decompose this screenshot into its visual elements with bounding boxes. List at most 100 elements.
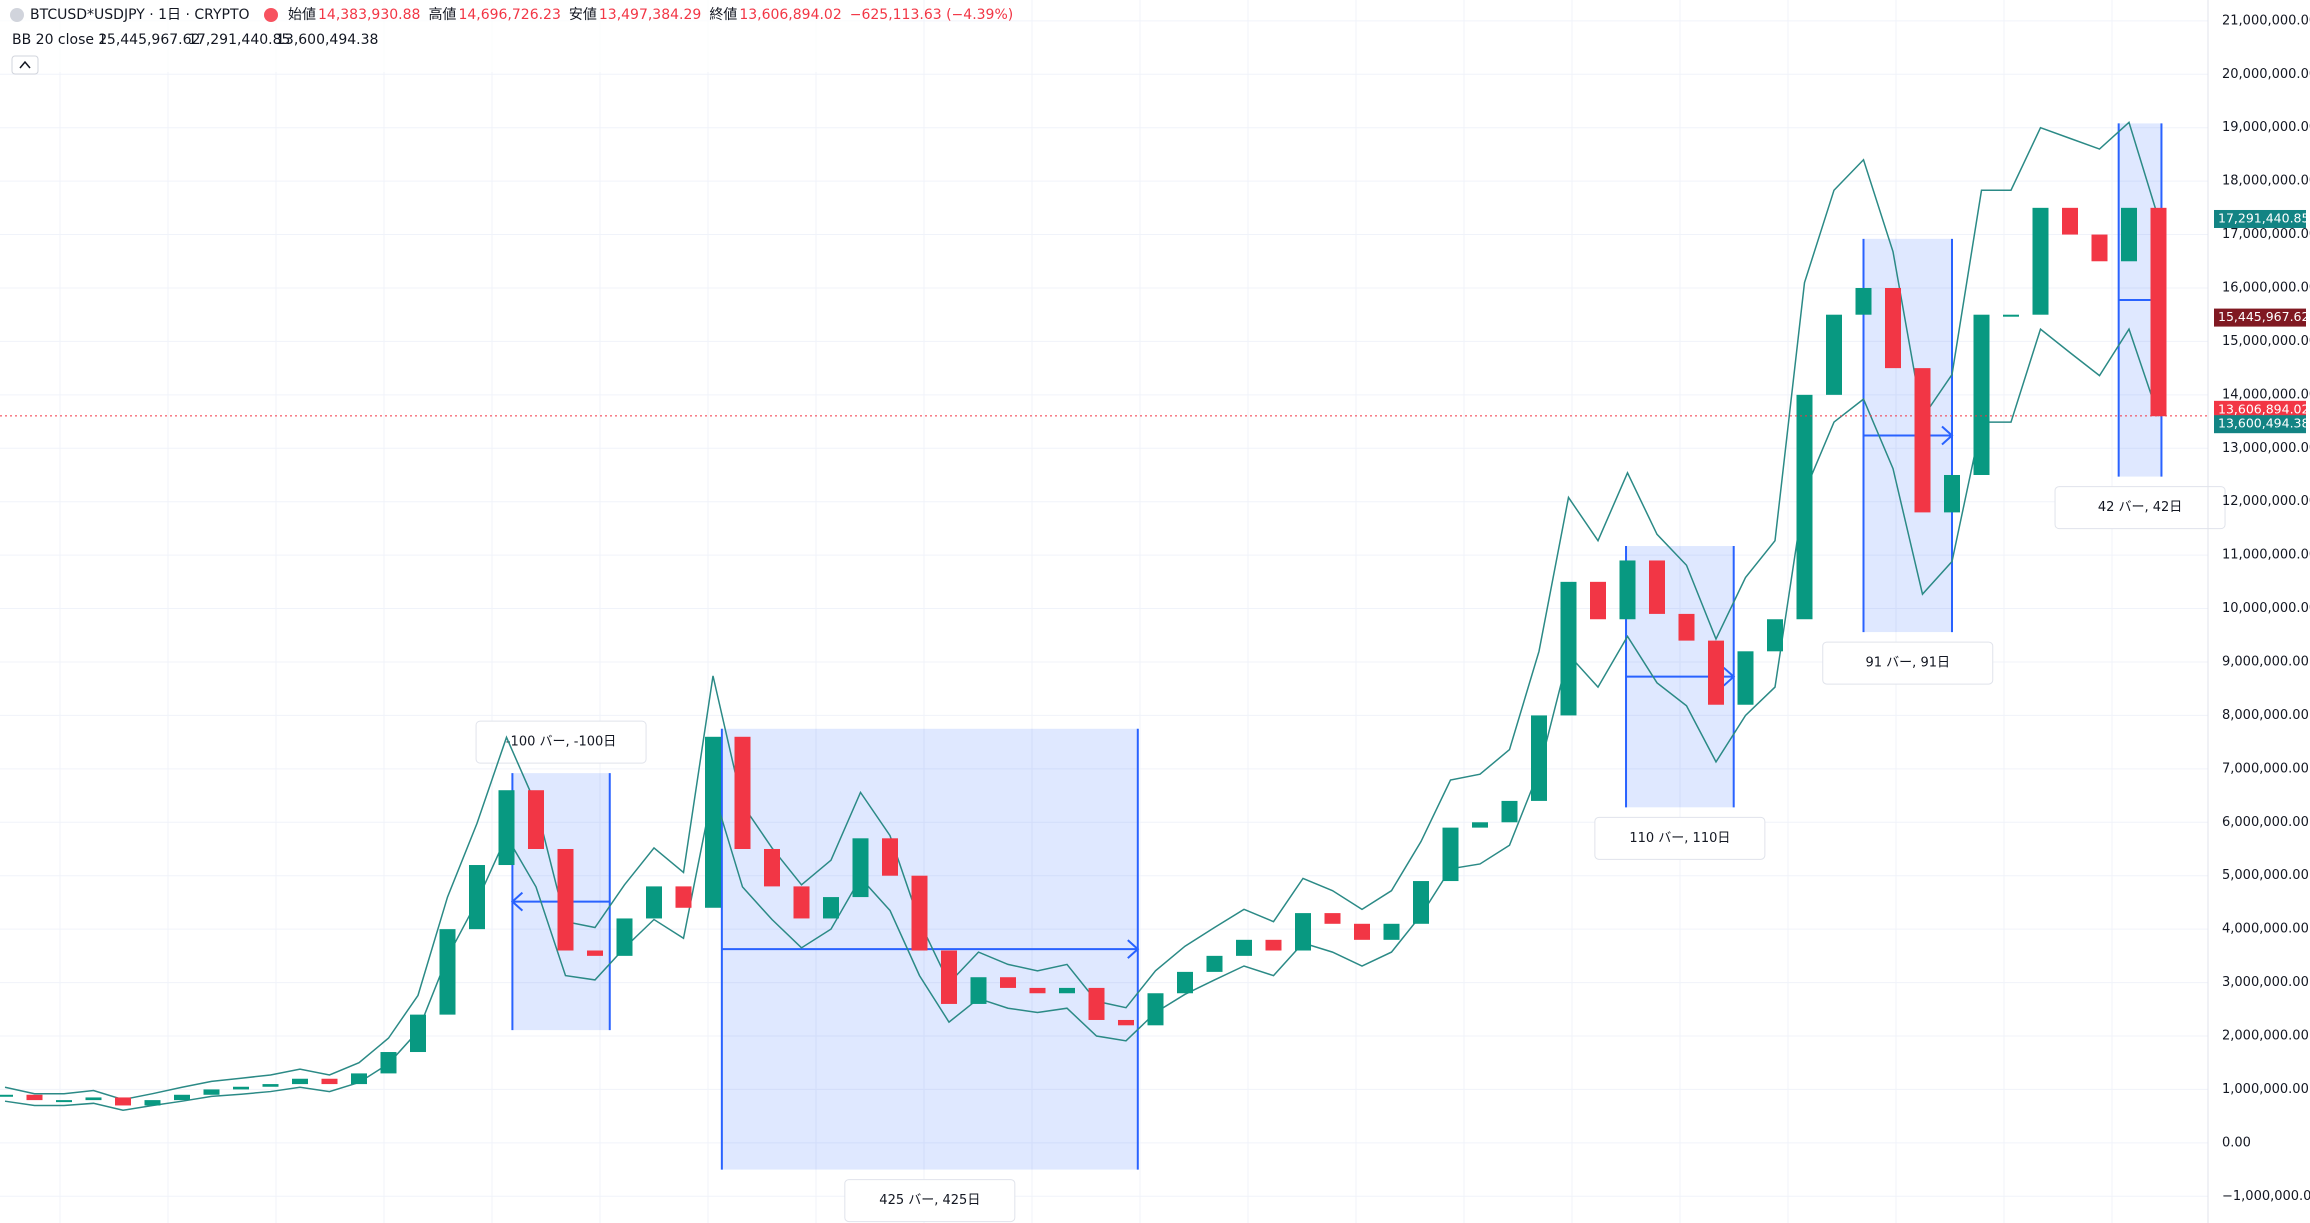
indicator-lower: 13,600,494.38	[276, 32, 378, 48]
candle	[1531, 715, 1547, 801]
collapse-button[interactable]	[11, 55, 39, 75]
range-label-box	[1822, 641, 1994, 685]
price-badge-label: 13,606,894.02	[2218, 401, 2309, 416]
y-tick-label: 4,000,000.00	[2222, 922, 2309, 937]
y-tick-label: 5,000,000.00	[2222, 868, 2309, 883]
candle	[1206, 955, 1223, 972]
y-tick-label: 19,000,000.00	[2222, 120, 2310, 135]
candle	[1590, 581, 1606, 620]
plot: -100 バー, -100日 425 バー, 425日 110 バー, 110日 91…	[0, 121, 2226, 1223]
candle	[587, 950, 603, 956]
range-label-box	[475, 720, 647, 764]
ohlc-name: 始値	[288, 7, 316, 23]
ohlc-value: 14,696,726.23	[458, 7, 560, 23]
candle	[1088, 987, 1105, 1020]
candle	[410, 1014, 426, 1053]
indicator-name: BB 20 close 2	[12, 32, 107, 48]
candle	[1029, 987, 1046, 994]
y-tick-label: 18,000,000.00	[2222, 174, 2310, 189]
candle	[852, 838, 869, 898]
candle	[262, 1084, 279, 1087]
range-label: 425 バー, 425日	[879, 1193, 980, 1208]
collapse-button-frame[interactable]	[11, 55, 39, 75]
candle	[26, 1094, 43, 1101]
candle	[0, 1094, 13, 1097]
y-tick-label: 6,000,000.00	[2222, 815, 2309, 830]
candle	[1649, 560, 1665, 614]
candle	[2091, 234, 2108, 262]
candle	[351, 1073, 367, 1085]
candle	[498, 790, 515, 866]
candle	[292, 1078, 308, 1085]
candle	[646, 886, 662, 919]
y-tick-label: 21,000,000.00	[2222, 13, 2310, 28]
price-badge	[2214, 308, 2306, 327]
candle	[1678, 613, 1695, 641]
price-badge	[2214, 415, 2306, 434]
y-tick-label: 13,000,000.00	[2222, 441, 2310, 456]
ohlc-name: 高値	[428, 6, 456, 23]
candle	[1442, 827, 1459, 882]
candle	[1265, 939, 1282, 951]
candle	[941, 950, 957, 1004]
y-tick-label: 20,000,000.00	[2222, 67, 2310, 82]
y-tick-label: 2,000,000.00	[2222, 1028, 2309, 1043]
candle	[911, 875, 928, 951]
candle	[1737, 651, 1754, 705]
price-badge	[2214, 400, 2306, 419]
range-label-box	[844, 1179, 1016, 1223]
range-label-box	[1594, 816, 1766, 860]
ohlc-name: 終値	[709, 7, 737, 23]
candle	[2150, 207, 2167, 417]
y-tick-label: 7,000,000.00	[2222, 761, 2309, 776]
candle	[2032, 207, 2049, 315]
candle	[1118, 1019, 1134, 1026]
y-tick-label: 1,000,000.00	[2222, 1082, 2309, 1097]
candle	[203, 1089, 220, 1095]
header-backdrop	[0, 0, 900, 72]
legend-header: BTCUSD*USDJPY · 1日 · CRYPTO 始値 14,383,930…	[0, 0, 1013, 75]
indicator-upper: 17,291,440.85	[188, 32, 290, 48]
price-badge-label: 17,291,440.85	[2218, 210, 2309, 225]
candle	[1059, 987, 1075, 994]
candle	[1885, 287, 1901, 369]
y-tick-label: 9,000,000.00	[2222, 654, 2309, 669]
candle	[1147, 993, 1164, 1026]
candle	[233, 1086, 249, 1090]
range-label: 42 バー, 42日	[2098, 500, 2182, 515]
range-label: -100 バー, -100日	[506, 735, 616, 750]
candle	[528, 790, 544, 849]
y-tick-label: −1,000,000.00	[2222, 1189, 2310, 1204]
candle	[144, 1100, 161, 1106]
candle	[2003, 314, 2019, 317]
symbol-title: BTCUSD*USDJPY · 1日 · CRYPTO	[30, 7, 250, 23]
collapse-icon[interactable]	[19, 60, 31, 69]
change-value: −625,113.63 (−4.39%)	[850, 7, 1013, 23]
y-tick-label: 8,000,000.00	[2222, 708, 2309, 723]
y-tick-label: 11,000,000.00	[2222, 548, 2310, 563]
candle	[1826, 314, 1842, 395]
candle	[1295, 913, 1311, 951]
candle	[1560, 581, 1577, 716]
candle	[1501, 800, 1518, 823]
range-label-box	[2054, 486, 2226, 530]
candle	[115, 1097, 131, 1106]
candle	[793, 886, 810, 919]
candle	[1944, 474, 1960, 513]
candle	[1413, 881, 1429, 924]
candle	[174, 1094, 190, 1101]
ohlc-name: 安値	[569, 7, 597, 23]
candle	[1383, 923, 1400, 940]
y-tick-label: 3,000,000.00	[2222, 975, 2309, 990]
price-badge-label: 15,445,967.62	[2218, 309, 2309, 324]
candle	[1619, 560, 1636, 620]
candle	[321, 1078, 338, 1085]
range-label: 110 バー, 110日	[1629, 831, 1730, 846]
ohlc-value: 14,383,930.88	[318, 7, 420, 23]
candle	[1767, 619, 1783, 652]
candle	[1973, 314, 1990, 475]
candle	[675, 886, 692, 908]
